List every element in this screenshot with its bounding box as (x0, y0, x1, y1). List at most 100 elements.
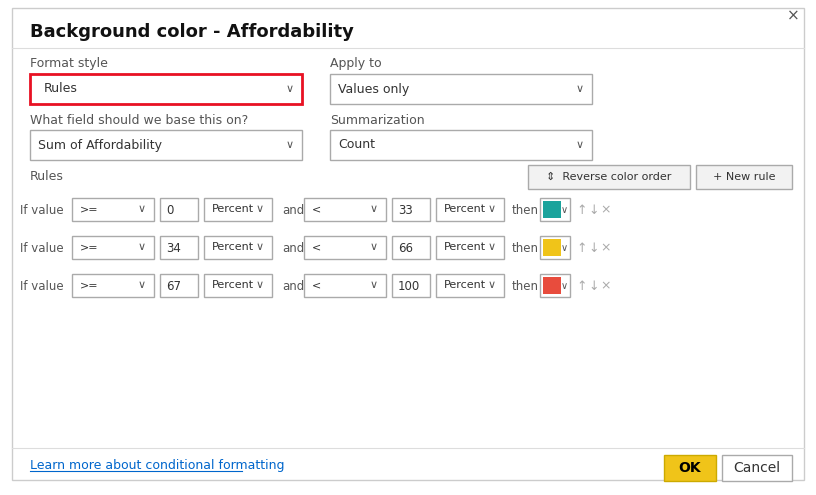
FancyBboxPatch shape (160, 236, 198, 259)
Text: ∨: ∨ (138, 204, 146, 214)
Text: ∨: ∨ (286, 140, 294, 150)
Text: 0: 0 (166, 203, 173, 216)
FancyBboxPatch shape (540, 236, 570, 259)
FancyBboxPatch shape (204, 198, 272, 221)
Text: Percent: Percent (444, 204, 486, 214)
Text: ∨: ∨ (256, 243, 264, 252)
FancyBboxPatch shape (540, 198, 570, 221)
Text: Sum of Affordability: Sum of Affordability (38, 139, 162, 151)
Text: Values only: Values only (338, 83, 410, 96)
Text: What field should we base this on?: What field should we base this on? (30, 113, 248, 127)
Text: OK: OK (679, 461, 701, 475)
Text: <: < (312, 243, 322, 252)
Text: then: then (512, 280, 539, 293)
Text: Summarization: Summarization (330, 113, 424, 127)
Text: ∨: ∨ (576, 84, 584, 94)
Text: ↑: ↑ (577, 203, 588, 216)
FancyBboxPatch shape (543, 201, 561, 218)
FancyBboxPatch shape (392, 274, 430, 297)
Text: Apply to: Apply to (330, 57, 382, 70)
FancyBboxPatch shape (436, 236, 504, 259)
FancyBboxPatch shape (330, 74, 592, 104)
Text: ∨: ∨ (138, 243, 146, 252)
Text: Percent: Percent (444, 281, 486, 291)
Text: Percent: Percent (444, 243, 486, 252)
FancyBboxPatch shape (204, 236, 272, 259)
FancyBboxPatch shape (72, 198, 154, 221)
Text: >=: >= (80, 243, 99, 252)
FancyBboxPatch shape (72, 236, 154, 259)
FancyBboxPatch shape (392, 236, 430, 259)
Text: 67: 67 (166, 280, 181, 293)
FancyBboxPatch shape (304, 236, 386, 259)
FancyBboxPatch shape (14, 193, 802, 227)
Text: If value: If value (20, 242, 64, 254)
Text: and: and (282, 280, 304, 293)
FancyBboxPatch shape (30, 74, 302, 104)
FancyBboxPatch shape (12, 8, 804, 480)
Text: <: < (312, 204, 322, 214)
FancyBboxPatch shape (330, 130, 592, 160)
Text: Learn more about conditional formatting: Learn more about conditional formatting (30, 459, 285, 473)
Text: Percent: Percent (212, 281, 254, 291)
Text: and: and (282, 203, 304, 216)
Text: ×: × (601, 280, 611, 293)
Text: then: then (512, 203, 539, 216)
Text: ↓: ↓ (589, 203, 599, 216)
Text: ∨: ∨ (488, 204, 496, 214)
Text: ↑: ↑ (577, 242, 588, 254)
Text: ∨: ∨ (256, 204, 264, 214)
Text: If value: If value (20, 203, 64, 216)
Text: ∨: ∨ (561, 243, 568, 253)
Text: ×: × (601, 203, 611, 216)
Text: ∨: ∨ (488, 243, 496, 252)
FancyBboxPatch shape (528, 165, 690, 189)
FancyBboxPatch shape (160, 198, 198, 221)
Text: + New rule: + New rule (712, 172, 775, 182)
Text: ∨: ∨ (370, 281, 378, 291)
Text: and: and (282, 242, 304, 254)
Text: ∨: ∨ (286, 84, 294, 94)
FancyBboxPatch shape (722, 455, 792, 481)
Text: Count: Count (338, 139, 375, 151)
Text: ×: × (601, 242, 611, 254)
Text: Rules: Rules (30, 169, 64, 183)
FancyBboxPatch shape (14, 269, 802, 303)
Text: ∨: ∨ (576, 140, 584, 150)
Text: ∨: ∨ (488, 281, 496, 291)
Text: Cancel: Cancel (734, 461, 781, 475)
Text: 66: 66 (398, 242, 413, 254)
FancyBboxPatch shape (304, 274, 386, 297)
Text: ↓: ↓ (589, 280, 599, 293)
Text: ∨: ∨ (138, 281, 146, 291)
FancyBboxPatch shape (543, 277, 561, 294)
Text: Rules: Rules (44, 83, 78, 96)
Text: ∨: ∨ (561, 205, 568, 215)
FancyBboxPatch shape (304, 198, 386, 221)
Text: ↓: ↓ (589, 242, 599, 254)
FancyBboxPatch shape (30, 130, 302, 160)
Text: Percent: Percent (212, 204, 254, 214)
FancyBboxPatch shape (664, 455, 716, 481)
Text: ∨: ∨ (370, 204, 378, 214)
FancyBboxPatch shape (14, 231, 802, 265)
Text: ∨: ∨ (561, 281, 568, 291)
FancyBboxPatch shape (436, 198, 504, 221)
Text: ×: × (787, 8, 800, 23)
FancyBboxPatch shape (540, 274, 570, 297)
Text: ⇕  Reverse color order: ⇕ Reverse color order (547, 172, 672, 182)
Text: <: < (312, 281, 322, 291)
Text: >=: >= (80, 204, 99, 214)
Text: 33: 33 (398, 203, 413, 216)
Text: then: then (512, 242, 539, 254)
Text: Percent: Percent (212, 243, 254, 252)
Text: ↑: ↑ (577, 280, 588, 293)
Text: 100: 100 (398, 280, 420, 293)
Text: If value: If value (20, 280, 64, 293)
Text: Background color - Affordability: Background color - Affordability (30, 23, 354, 41)
Text: >=: >= (80, 281, 99, 291)
Text: 34: 34 (166, 242, 181, 254)
Text: Format style: Format style (30, 57, 108, 70)
Text: ∨: ∨ (256, 281, 264, 291)
FancyBboxPatch shape (160, 274, 198, 297)
